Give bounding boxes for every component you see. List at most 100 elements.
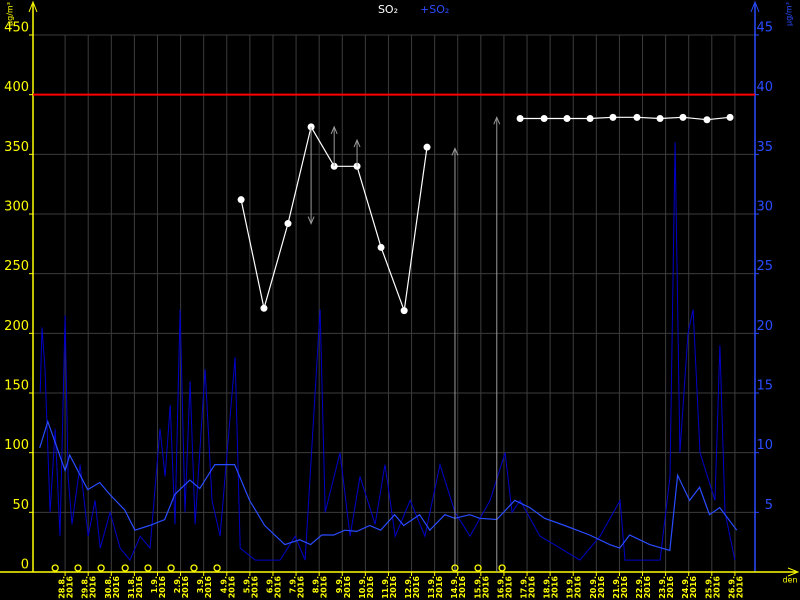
x-tick-label: 30.8.: [104, 576, 113, 599]
x-tick-label: 29.8.: [81, 576, 90, 599]
x-tick-label: 11.9.: [381, 576, 390, 599]
x-tick-label: 8.9.: [312, 576, 321, 593]
x-tick-label: 17.9.: [520, 576, 529, 599]
x-tick-year: 2016: [435, 576, 444, 599]
x-tick-label: 16.9.: [496, 576, 505, 599]
data-point: [540, 115, 548, 123]
x-tick-year: 2016: [366, 576, 375, 599]
x-tick-label: 18.9.: [543, 576, 552, 599]
x-tick-year: 2016: [735, 576, 744, 599]
x-tick-label: 20.9.: [589, 576, 598, 599]
x-tick-label: 7.9.: [289, 576, 298, 593]
x-tick-year: 2016: [712, 576, 721, 599]
x-tick-label: 5.9.: [242, 576, 251, 593]
y-tick-label: 400: [4, 80, 29, 95]
right-unit: µg/m³: [785, 2, 794, 26]
x-tick-label: 3.9.: [196, 576, 205, 593]
x-tick-year: 2016: [112, 576, 121, 599]
data-point: [656, 115, 664, 123]
x-tick-label: 22.9.: [635, 576, 644, 599]
x-tick-year: 2016: [204, 576, 213, 599]
x-tick-year: 2016: [689, 576, 698, 599]
y-tick-label: 0: [21, 558, 29, 573]
data-point: [633, 113, 641, 121]
y2-tick-label: 15: [756, 379, 773, 394]
x-tick-label: 21.9.: [612, 576, 621, 599]
x-tick-year: 2016: [250, 576, 259, 599]
data-point: [400, 307, 408, 315]
x-tick-year: 2016: [620, 576, 629, 599]
y2-tick-label: 45: [756, 21, 773, 36]
y-tick-label: 200: [4, 319, 29, 334]
data-point: [679, 113, 687, 121]
axis-marker: [97, 564, 105, 572]
x-tick-year: 2016: [504, 576, 513, 599]
x-tick-year: 2016: [389, 576, 398, 599]
left-unit: µg/m³: [6, 2, 15, 26]
y2-tick-label: 30: [756, 200, 773, 215]
x-tick-year: 2016: [551, 576, 560, 599]
y2-tick-label: 10: [756, 438, 773, 453]
x-tick-label: 14.9.: [450, 576, 459, 599]
y-axis-arrow: [28, 0, 38, 13]
legend: SO₂ +SO₂: [378, 3, 449, 16]
y2-tick-label: 35: [756, 140, 773, 155]
x-tick-year: 2016: [158, 576, 167, 599]
x-tick-label: 28.8.: [58, 576, 67, 599]
x-tick-label: 19.9.: [566, 576, 575, 599]
axis-marker: [451, 564, 459, 572]
y-tick-label: 350: [4, 140, 29, 155]
axis-marker: [190, 564, 198, 572]
y2-tick-label: 40: [756, 80, 773, 95]
y2-tick-label: 20: [756, 319, 773, 334]
x-tick-year: 2016: [597, 576, 606, 599]
data-point: [307, 123, 315, 131]
series-line: [39, 142, 736, 562]
x-tick-label: 15.9.: [473, 576, 482, 599]
range-arrow-head: [493, 116, 501, 125]
y-tick-label: 100: [4, 438, 29, 453]
data-point: [377, 243, 385, 251]
axis-marker: [498, 564, 506, 572]
data-point: [703, 116, 711, 124]
x-tick-year: 2016: [66, 576, 75, 599]
range-arrow-head: [451, 147, 459, 156]
x-tick-label: 9.9.: [335, 576, 344, 593]
data-point: [423, 143, 431, 151]
x-tick-year: 2016: [528, 576, 537, 599]
x-tick-year: 2016: [574, 576, 583, 599]
data-point: [284, 220, 292, 228]
x-tick-label: 24.9.: [681, 576, 690, 599]
y-tick-label: 150: [4, 379, 29, 394]
legend-entry: +SO₂: [420, 3, 449, 16]
x-tick-label: 6.9.: [265, 576, 274, 593]
x-tick-year: 2016: [458, 576, 467, 599]
series-line: [39, 419, 738, 552]
axis-marker: [213, 564, 221, 572]
x-tick-label: 12.9.: [404, 576, 413, 599]
data-point: [586, 115, 594, 123]
range-arrow-head: [330, 125, 338, 135]
x-tick-label: 1.9.: [150, 576, 159, 593]
x-tick-year: 2016: [135, 576, 144, 599]
x-tick-year: 2016: [666, 576, 675, 599]
x-tick-label: 13.9.: [427, 576, 436, 599]
data-point: [237, 196, 245, 204]
y-tick-label: 50: [12, 498, 29, 513]
x-tick-year: 2016: [297, 576, 306, 599]
y2-tick-label: 25: [756, 259, 773, 274]
x-tick-year: 2016: [643, 576, 652, 599]
x-tick-year: 2016: [181, 576, 190, 599]
axis-marker: [144, 564, 152, 572]
x-tick-year: 2016: [89, 576, 98, 599]
data-point: [260, 304, 268, 312]
x-tick-year: 2016: [227, 576, 236, 599]
data-point: [563, 115, 571, 123]
data-point: [609, 113, 617, 121]
x-axis-arrow: [787, 567, 800, 577]
y2-axis-arrow: [750, 0, 760, 13]
x-tick-label: 26.9.: [727, 576, 736, 599]
y-tick-label: 450: [4, 21, 29, 36]
y2-tick-label: 5: [765, 498, 773, 513]
